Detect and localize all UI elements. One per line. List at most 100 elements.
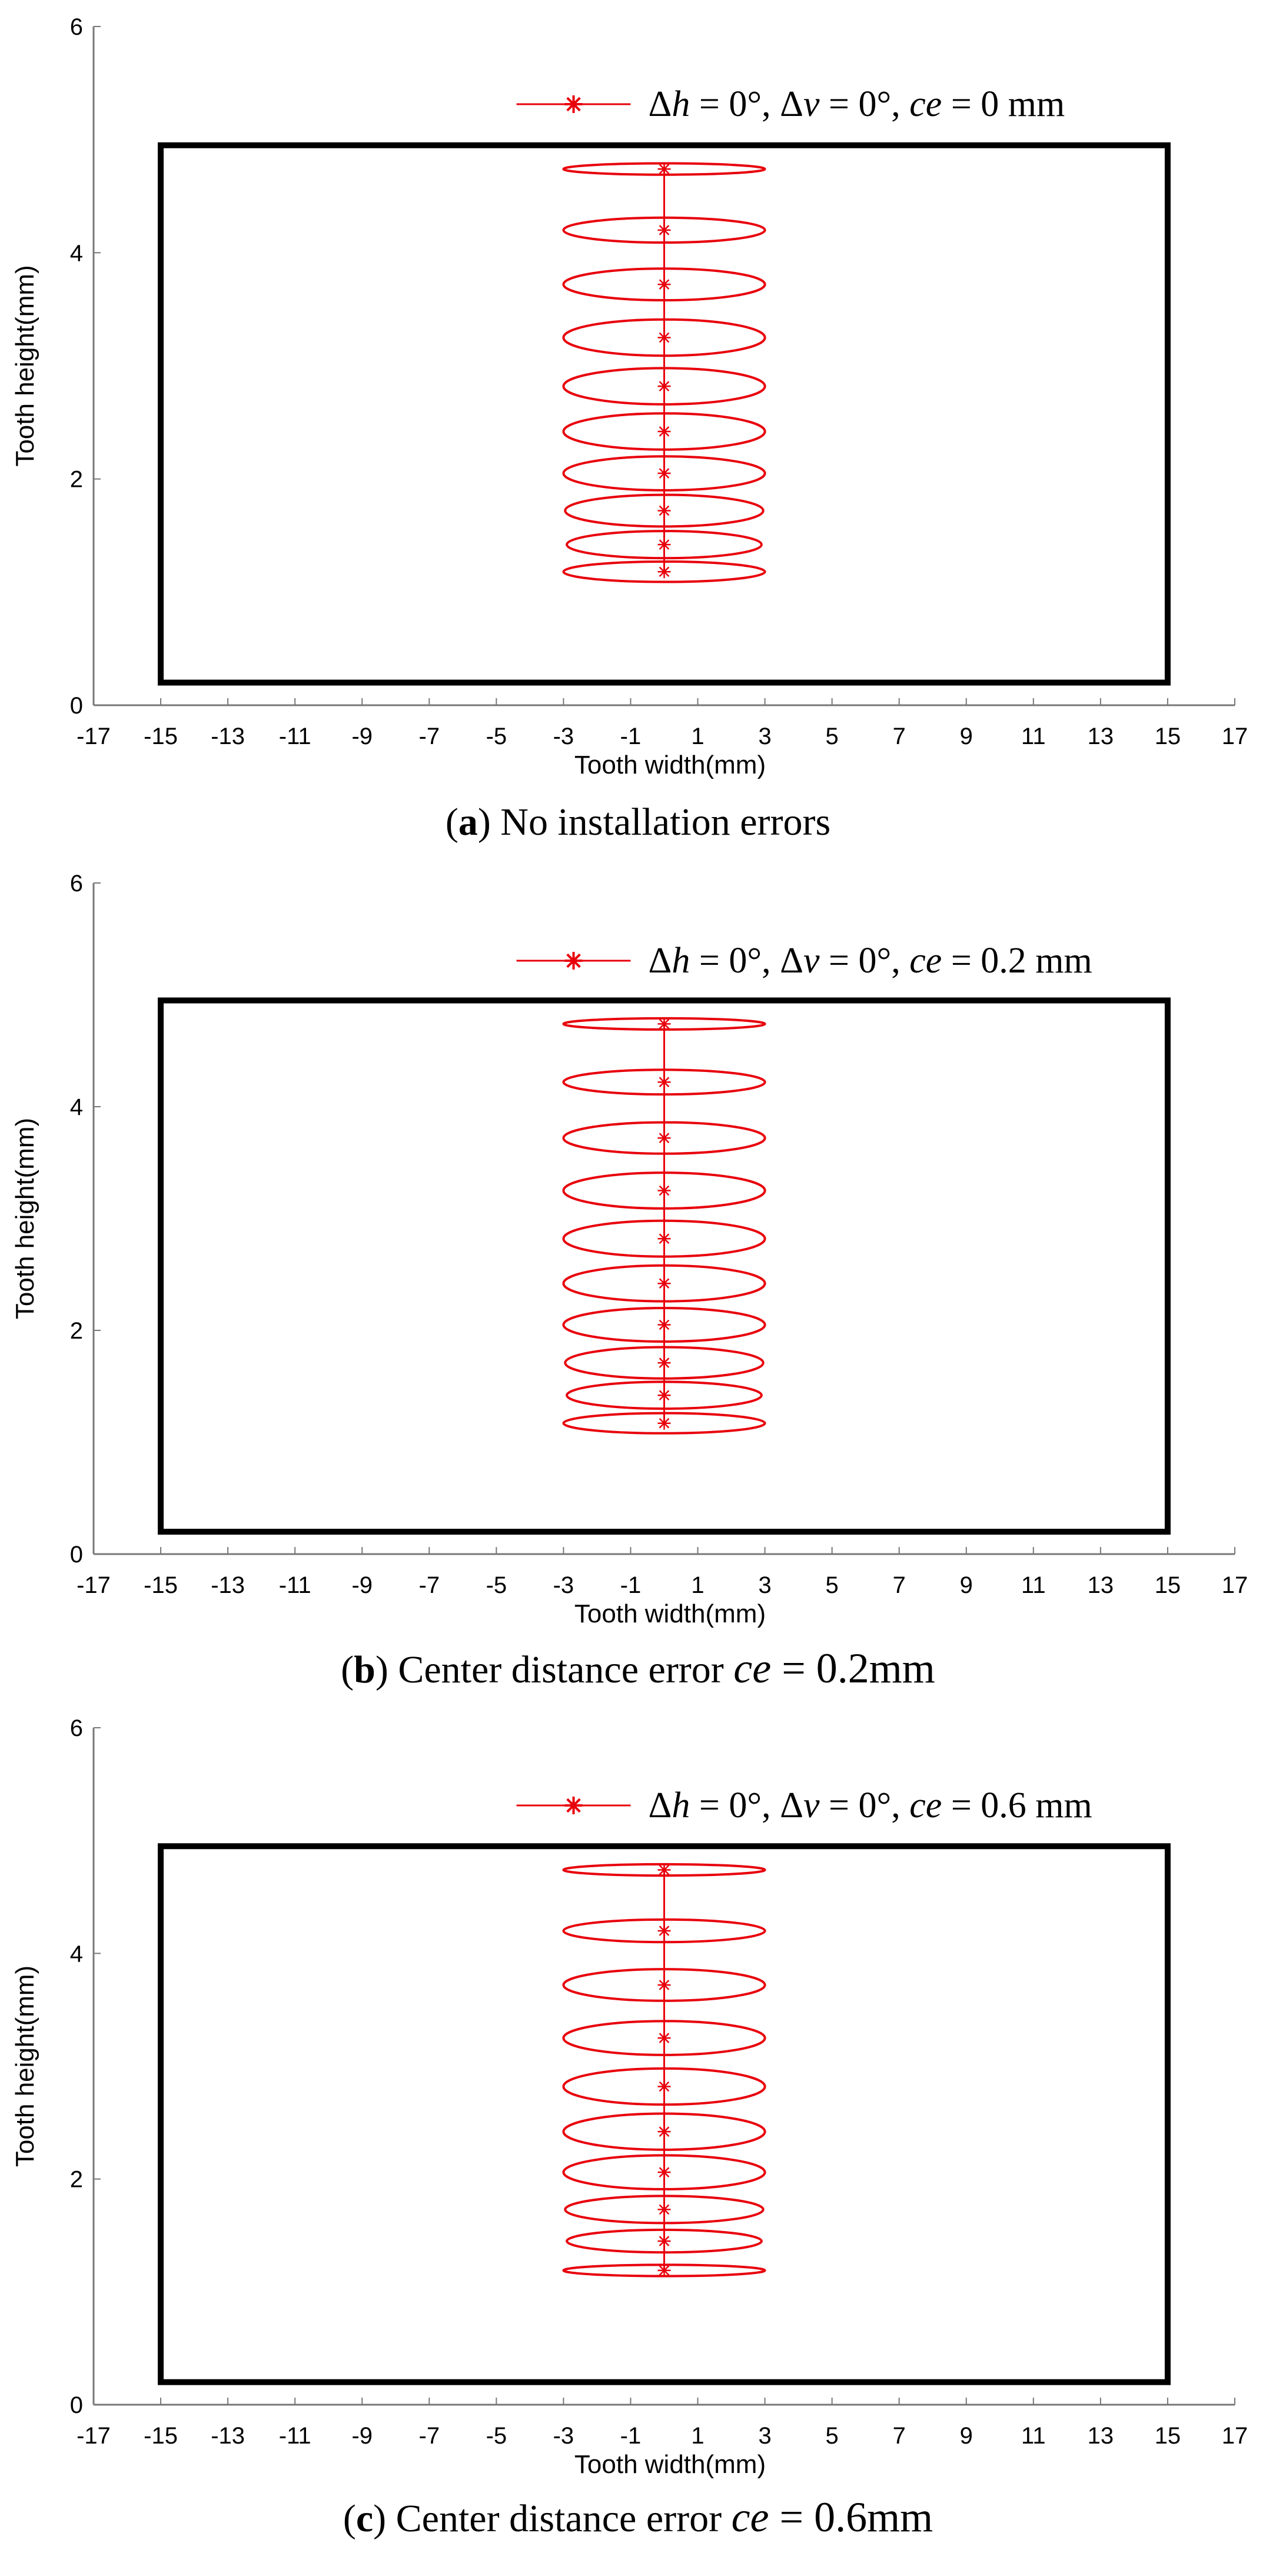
contact-point-marker (657, 1979, 671, 1991)
x-tick-label: -1 (620, 1572, 642, 1598)
x-tick-label: 1 (691, 2423, 704, 2449)
x-tick-label: 13 (1088, 1572, 1114, 1598)
x-tick-label: 3 (758, 2423, 771, 2449)
panel-caption: (c) Center distance error ce = 0.6mm (343, 2494, 933, 2541)
contact-point-marker (657, 1232, 671, 1246)
x-tick-label: 7 (893, 2423, 906, 2449)
legend-marker (564, 95, 583, 113)
x-tick-label: 17 (1222, 1572, 1248, 1598)
x-tick-label: -11 (279, 2423, 311, 2449)
y-tick-label: 4 (70, 1094, 83, 1120)
x-tick-label: -7 (419, 723, 440, 749)
contact-ellipse (566, 2228, 763, 2254)
x-tick-label: 17 (1222, 2423, 1248, 2449)
x-tick-label: -5 (486, 1572, 507, 1598)
contact-point-marker (657, 278, 671, 291)
x-tick-label: 7 (893, 1572, 906, 1598)
legend-label: Δh = 0°, Δv = 0°, ce = 0.2 mm (648, 941, 1092, 981)
contact-point-marker (657, 1924, 671, 1937)
x-tick-label: -9 (351, 2423, 373, 2449)
legend-marker (564, 1797, 583, 1814)
x-axis-label: Tooth width(mm) (574, 2450, 766, 2479)
y-tick-label: 2 (70, 2167, 83, 2193)
y-tick-label: 2 (70, 467, 83, 493)
contact-ellipse (562, 412, 766, 451)
x-tick-label: 9 (960, 723, 973, 749)
x-tick-label: -15 (144, 723, 178, 749)
x-tick-label: -9 (351, 1572, 373, 1598)
x-tick-label: 15 (1155, 2423, 1181, 2449)
y-tick-label: 0 (70, 1542, 83, 1568)
x-tick-label: -15 (144, 2423, 178, 2449)
x-tick-label: 13 (1088, 723, 1114, 749)
contact-ellipse (562, 1918, 766, 1944)
contact-point-marker (657, 504, 671, 517)
y-tick-label: 6 (70, 14, 83, 40)
contact-ellipse (562, 367, 766, 406)
x-tick-label: -3 (553, 2423, 574, 2449)
x-tick-label: 3 (758, 723, 771, 749)
x-tick-label: -7 (419, 2423, 440, 2449)
contact-point-marker (657, 223, 671, 237)
y-tick-label: 6 (70, 871, 83, 897)
x-tick-label: 1 (691, 723, 704, 749)
contact-ellipse (562, 267, 766, 302)
contact-ellipse (562, 1171, 766, 1210)
x-tick-label: 15 (1155, 1572, 1181, 1598)
x-tick-label: 5 (826, 723, 839, 749)
x-tick-label: -11 (279, 1572, 311, 1598)
contact-point-marker (657, 1356, 671, 1370)
contact-point-marker (657, 2031, 671, 2045)
x-tick-label: -9 (351, 723, 373, 749)
contact-point-marker (657, 1863, 671, 1877)
contact-ellipse (562, 2154, 766, 2190)
contact-point-marker (657, 162, 671, 176)
x-tick-label: 15 (1155, 723, 1181, 749)
panel-caption: (a) No installation errors (446, 801, 830, 844)
x-tick-label: 9 (960, 1572, 973, 1598)
contact-ellipse (566, 530, 763, 560)
x-tick-label: -17 (77, 723, 111, 749)
x-tick-label: -17 (77, 2423, 111, 2449)
x-tick-label: 11 (1021, 2423, 1046, 2449)
contact-ellipse (562, 216, 766, 244)
x-tick-label: -1 (620, 723, 642, 749)
x-tick-label: -3 (553, 723, 574, 749)
x-tick-label: -13 (211, 723, 245, 749)
contact-ellipse (562, 2112, 766, 2151)
contact-ellipse (564, 493, 765, 528)
x-tick-label: -5 (486, 723, 507, 749)
contact-point-marker (657, 1277, 671, 1290)
legend-label: Δh = 0°, Δv = 0°, ce = 0 mm (648, 84, 1065, 124)
contact-ellipse (562, 2067, 766, 2106)
contact-ellipse (562, 318, 766, 357)
contact-point-marker (657, 424, 671, 438)
x-tick-label: 11 (1021, 1572, 1046, 1598)
contact-point-marker (657, 538, 671, 552)
contact-point-marker (657, 2203, 671, 2216)
contact-ellipse (564, 2195, 765, 2225)
contact-point-marker (657, 2125, 671, 2139)
x-tick-label: -1 (620, 2423, 642, 2449)
contact-ellipse (562, 560, 766, 583)
chart-panel-c: -17 -15 -13 -11 -9 -7 -5 -3 -1 1 3 5 7 9 11 13 15 170246T… (11, 1715, 1248, 2541)
contact-ellipse (562, 1307, 766, 1343)
x-tick-label: -5 (486, 2423, 507, 2449)
y-tick-label: 4 (70, 240, 83, 266)
contact-point-marker (657, 2080, 671, 2093)
x-tick-label: 11 (1021, 723, 1046, 749)
tooth-boundary (158, 1843, 1171, 2385)
x-tick-label: 9 (960, 2423, 973, 2449)
legend-label: Δh = 0°, Δv = 0°, ce = 0.6 mm (648, 1785, 1092, 1825)
contact-point-marker (657, 565, 671, 579)
x-tick-label: 7 (893, 723, 906, 749)
contact-point-marker (657, 1416, 671, 1430)
contact-ellipse (562, 1219, 766, 1258)
chart-panel-a: -17 -15 -13 -11 -9 -7 -5 -3 -1 1 3 5 7 9 11 13 15 170246T… (11, 14, 1248, 844)
y-tick-label: 0 (70, 693, 83, 719)
x-tick-label: -11 (279, 723, 311, 749)
x-tick-label: 5 (826, 1572, 839, 1598)
contact-point-marker (657, 1184, 671, 1197)
y-axis-label: Tooth height(mm) (11, 265, 39, 466)
